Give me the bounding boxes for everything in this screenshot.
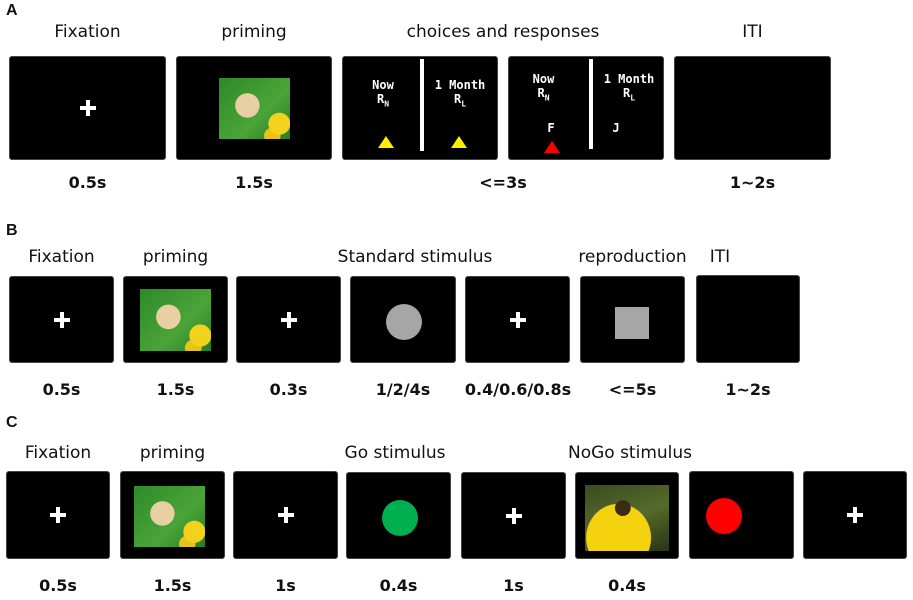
label-priming-a: priming [221, 22, 287, 42]
time-b-2: 1.5s [156, 380, 195, 399]
panel-b-letter: B [6, 222, 18, 239]
time-b-4: 1/2/4s [375, 380, 431, 399]
go-stimulus-screen-c [347, 473, 450, 558]
label-iti-a: ITI [742, 22, 763, 42]
option-1-month: 1 Month RL [434, 78, 486, 109]
fixation-screen-b3 [466, 277, 569, 362]
label-fixation-c: Fixation [24, 443, 92, 463]
time-b-1: 0.5s [42, 380, 81, 399]
green-circle-icon [382, 500, 418, 536]
time-b-5: 0.4/0.6/0.8s [464, 380, 572, 399]
fixation-cross-icon [79, 100, 96, 116]
gray-square-icon [615, 307, 649, 339]
option-now: Now RN [532, 72, 555, 103]
label-iti-b: ITI [709, 247, 731, 267]
reproduction-screen-b [581, 277, 684, 362]
key-f: F [547, 121, 555, 135]
red-triangle-icon [544, 141, 560, 153]
bee-photo [585, 485, 669, 551]
time-c-2: 1.5s [153, 576, 192, 595]
label-priming-b: priming [142, 247, 209, 267]
time-c-3: 1s [275, 576, 296, 595]
time-iti-a: 1~2s [729, 173, 776, 192]
label-go-c: Go stimulus [344, 443, 446, 463]
option-now: Now RN [372, 78, 394, 109]
time-c-6: 0.4s [608, 576, 646, 595]
fixation-cross-icon [277, 507, 294, 523]
time-choices-a: <=3s [479, 173, 527, 192]
priming-screen-b [124, 277, 227, 362]
fixation-cross-icon [280, 311, 297, 328]
iti-screen-a [675, 57, 830, 159]
fixation-screen-c4 [804, 472, 906, 558]
fixation-cross-icon [50, 507, 66, 523]
panel-c-letter: C [6, 414, 18, 431]
choice-screen-a2: Now RN 1 Month RL F J [509, 57, 663, 159]
fixation-cross-icon [509, 311, 526, 328]
nogo-priming-screen-c [576, 473, 678, 558]
gray-circle-icon [386, 304, 422, 340]
time-c-1: 0.5s [39, 576, 77, 595]
fixation-screen-b1 [10, 277, 113, 362]
fixation-screen-c1 [7, 472, 109, 558]
label-choices-a: choices and responses [406, 22, 600, 42]
time-fixation-a: 0.5s [68, 173, 107, 192]
time-c-5: 1s [503, 576, 524, 595]
label-fixation-a: Fixation [54, 22, 121, 42]
label-priming-c: priming [139, 443, 206, 463]
choice-screen-a1: Now RN 1 Month RL [343, 57, 497, 159]
fixation-cross-icon [53, 311, 70, 328]
iti-screen-b [697, 276, 799, 362]
panel-a-letter: A [6, 2, 18, 19]
priming-screen-c [121, 472, 224, 558]
time-b-6: <=5s [608, 380, 657, 399]
nogo-stimulus-screen-c [690, 472, 793, 558]
label-nogo-c: NoGo stimulus [567, 443, 693, 463]
time-c-4: 0.4s [379, 576, 418, 595]
key-j: J [612, 121, 620, 135]
fixation-cross-icon [505, 507, 522, 524]
divider [589, 59, 593, 149]
girl-photo [134, 486, 205, 547]
fixation-screen-a [10, 57, 165, 159]
fixation-screen-c2 [234, 472, 337, 558]
fixation-screen-c3 [462, 473, 565, 558]
time-b-3: 0.3s [269, 380, 308, 399]
label-standard-b: Standard stimulus [337, 247, 493, 267]
standard-stimulus-screen-b [351, 277, 455, 362]
label-reproduction-b: reproduction [578, 247, 687, 267]
label-fixation-b: Fixation [28, 247, 95, 267]
girl-photo [140, 289, 211, 351]
yellow-triangle-icon [451, 136, 467, 148]
fixation-cross-icon [847, 507, 863, 523]
divider [420, 59, 424, 151]
priming-screen-a [177, 57, 331, 159]
fixation-screen-b2 [237, 277, 340, 362]
yellow-triangle-icon [378, 136, 394, 148]
time-b-7: 1~2s [725, 380, 771, 399]
red-circle-icon [706, 498, 742, 534]
girl-photo [219, 78, 290, 139]
time-priming-a: 1.5s [235, 173, 273, 192]
option-1-month: 1 Month RL [603, 72, 655, 103]
